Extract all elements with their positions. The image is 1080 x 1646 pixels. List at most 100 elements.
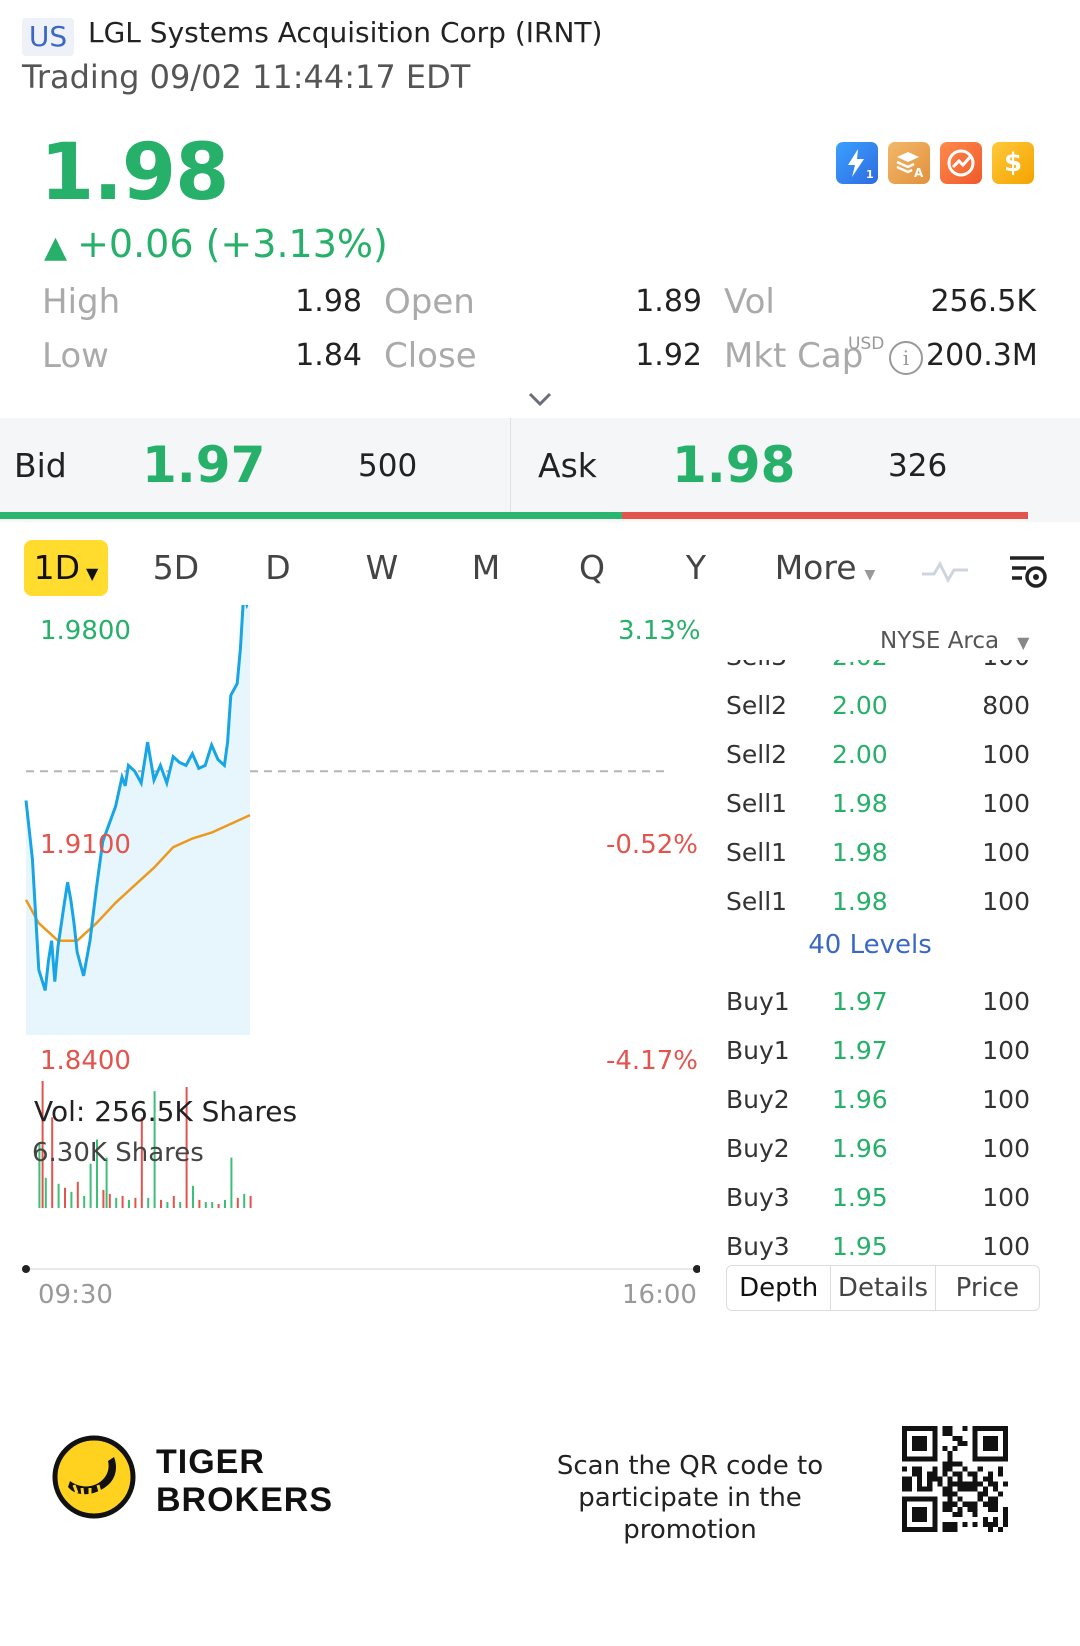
chart-settings-icon[interactable] — [1006, 548, 1050, 592]
row-size: 100 — [982, 987, 1030, 1016]
tab-1d[interactable]: 1D ▼ — [24, 540, 108, 596]
volume-total: Vol: 256.5K Shares — [34, 1095, 298, 1128]
row-side: Buy3 — [726, 1232, 790, 1261]
price-high-pct: 3.13% — [618, 616, 701, 646]
volume-bar — [179, 1202, 182, 1208]
volume-bar — [192, 1185, 194, 1208]
row-price: 2.02 — [832, 660, 888, 671]
stat-vol-value: 256.5K — [930, 284, 1036, 319]
caret-down-icon: ▼ — [864, 567, 876, 583]
chevron-down-icon[interactable] — [527, 386, 553, 412]
row-size: 100 — [982, 789, 1030, 818]
volume-bar — [236, 1197, 239, 1208]
tab-more-label: More — [774, 548, 857, 587]
tab-details[interactable]: Details — [831, 1266, 936, 1310]
volume-bar — [70, 1191, 73, 1208]
lightning-level1-icon[interactable]: 1 — [836, 142, 878, 184]
ask-label: Ask — [538, 446, 597, 485]
ask-price: 1.98 — [672, 436, 796, 494]
volume-bar — [160, 1199, 162, 1208]
last-price: 1.98 — [40, 128, 229, 218]
stat-low-label: Low — [42, 336, 109, 376]
tab-y[interactable]: Y — [685, 548, 707, 587]
tab-m[interactable]: M — [471, 548, 501, 587]
svg-text:A: A — [914, 166, 924, 180]
volume-bar — [121, 1195, 124, 1208]
tab-more[interactable]: More ▼ — [770, 540, 880, 596]
tab-price[interactable]: Price — [955, 1273, 1020, 1303]
promo-text: Scan the QR code to participate in the p… — [510, 1450, 870, 1546]
order-book-row: Buy3 1.95 100 — [690, 1224, 1050, 1264]
row-price: 1.96 — [832, 1085, 888, 1114]
stat-mktcap-label: Mkt Cap — [724, 336, 864, 376]
tab-d[interactable]: D — [265, 548, 291, 587]
stock-title: LGL Systems Acquisition Corp (IRNT) — [88, 16, 603, 49]
volume-bar — [217, 1204, 220, 1208]
volume-bar — [224, 1199, 226, 1208]
row-price: 1.95 — [832, 1183, 888, 1212]
order-book-row: Sell2 2.00 100 — [690, 732, 1050, 782]
levels-link[interactable]: 40 Levels — [808, 930, 932, 960]
row-side: Buy1 — [726, 1036, 790, 1065]
target-icon[interactable] — [940, 142, 982, 184]
caret-down-icon: ▼ — [86, 564, 99, 583]
row-price: 2.00 — [832, 740, 888, 769]
row-size: 100 — [982, 1232, 1030, 1261]
volume-bar — [57, 1183, 60, 1208]
row-price: 1.97 — [832, 1036, 888, 1065]
up-triangle-icon: ▲ — [44, 230, 68, 265]
volume-bar — [185, 1087, 188, 1208]
price-low-label: 1.8400 — [40, 1046, 131, 1076]
promo-line-1: Scan the QR code to — [556, 1451, 824, 1481]
time-end-label: 16:00 — [622, 1280, 697, 1310]
order-book[interactable]: Sell3 2.02 100 Sell2 2.00 800 Sell2 2.00 100 S… — [690, 660, 1050, 1264]
row-size: 100 — [982, 1183, 1030, 1212]
stat-close-value: 1.92 — [635, 338, 702, 373]
trading-status: Trading 09/02 11:44:17 EDT — [22, 58, 471, 96]
bid-ratio-bar — [0, 512, 622, 519]
exchange-name: NYSE Arca — [880, 628, 1000, 654]
ask-ratio-bar — [622, 512, 1028, 519]
volume-bar — [147, 1197, 150, 1208]
volume-bar — [105, 1157, 108, 1208]
bid-label: Bid — [14, 446, 67, 485]
exchange-select[interactable]: NYSE Arca ▼ — [880, 628, 1029, 654]
indicator-wave-icon[interactable] — [920, 556, 970, 586]
row-side: Sell2 — [726, 691, 788, 720]
tab-5d[interactable]: 5D — [152, 548, 200, 587]
bid-ask-bar — [0, 418, 1080, 522]
brand-line-1: TIGER — [156, 1443, 265, 1481]
row-size: 800 — [982, 691, 1030, 720]
qr-code[interactable] — [902, 1426, 1008, 1532]
row-price: 2.00 — [832, 691, 888, 720]
volume-bar — [102, 1189, 105, 1208]
order-book-row: Buy1 1.97 100 — [690, 1028, 1050, 1078]
price-mid-label: 1.9100 — [40, 830, 131, 860]
tab-w[interactable]: W — [365, 548, 399, 587]
volume-bar — [243, 1193, 246, 1208]
price-change-value: +0.06 (+3.13%) — [77, 222, 388, 266]
volume-bar — [83, 1195, 86, 1208]
row-side: Sell1 — [726, 838, 788, 867]
caret-down-icon: ▼ — [1017, 633, 1030, 652]
order-book-row: Buy2 1.96 100 — [690, 1126, 1050, 1176]
row-side: Sell1 — [726, 887, 788, 916]
volume-bar — [76, 1181, 79, 1208]
tab-q[interactable]: Q — [579, 548, 605, 587]
time-start-label: 09:30 — [38, 1280, 113, 1310]
stat-open-value: 1.89 — [635, 284, 702, 319]
volume-bar — [230, 1157, 233, 1208]
dollar-icon[interactable]: $ — [992, 142, 1034, 184]
row-price: 1.98 — [832, 838, 888, 867]
stack-a-icon[interactable]: A — [888, 142, 930, 184]
row-side: Buy2 — [726, 1134, 790, 1163]
volume-bar — [134, 1197, 137, 1208]
info-icon[interactable]: i — [889, 341, 923, 375]
intraday-chart[interactable] — [0, 605, 700, 1305]
volume-bar — [38, 1143, 41, 1208]
market-badge: US — [22, 18, 74, 56]
mktcap-currency: USD — [848, 334, 885, 354]
row-size: 100 — [982, 740, 1030, 769]
tab-depth[interactable]: Depth — [727, 1266, 832, 1310]
row-size: 100 — [982, 1036, 1030, 1065]
